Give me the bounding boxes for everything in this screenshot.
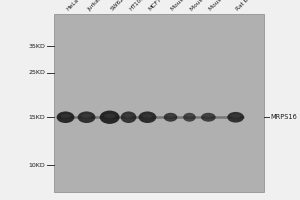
Ellipse shape [204,115,212,118]
Text: HT1080: HT1080 [129,0,148,12]
Text: Rat brain: Rat brain [236,0,258,12]
Text: 25KD: 25KD [28,70,45,75]
Text: Mouse heart: Mouse heart [171,0,200,12]
Ellipse shape [227,112,244,123]
Ellipse shape [139,111,156,123]
Ellipse shape [78,111,95,123]
Ellipse shape [142,114,152,118]
Ellipse shape [164,113,177,122]
Text: MCF7: MCF7 [148,0,163,12]
Ellipse shape [104,114,115,119]
Ellipse shape [124,114,133,118]
Bar [54,14,264,192]
Ellipse shape [186,115,193,118]
Text: 15KD: 15KD [28,115,45,120]
Text: 35KD: 35KD [28,44,45,49]
Text: Mouse liver: Mouse liver [208,0,236,12]
Text: SW620: SW620 [110,0,128,12]
Ellipse shape [201,113,216,122]
Ellipse shape [82,114,92,118]
Text: Mouse kidney: Mouse kidney [190,0,222,12]
Ellipse shape [57,111,74,123]
Text: 10KD: 10KD [28,163,45,168]
Text: MRPS16: MRPS16 [270,114,297,120]
Ellipse shape [183,113,196,122]
Ellipse shape [231,115,240,118]
Ellipse shape [121,111,136,123]
Ellipse shape [167,115,174,118]
Ellipse shape [61,114,70,118]
Ellipse shape [100,111,120,124]
Text: HeLa: HeLa [65,0,80,12]
Text: Jurkat: Jurkat [87,0,102,12]
